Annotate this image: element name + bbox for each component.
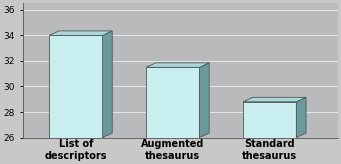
Polygon shape: [296, 97, 306, 138]
Polygon shape: [103, 31, 112, 138]
Polygon shape: [243, 102, 296, 138]
Polygon shape: [146, 67, 199, 138]
Polygon shape: [49, 31, 112, 35]
Polygon shape: [199, 63, 209, 138]
Polygon shape: [49, 35, 103, 138]
Polygon shape: [243, 97, 306, 102]
Polygon shape: [146, 63, 209, 67]
